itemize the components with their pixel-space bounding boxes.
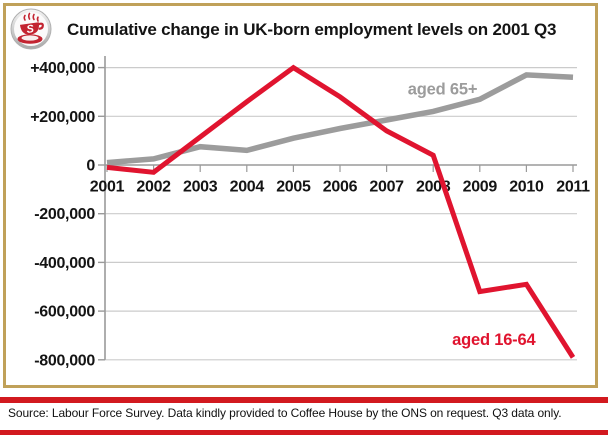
x-tick-label: 2004 [230, 179, 265, 196]
series-line-aged-16-64 [106, 64, 576, 359]
y-tick-label: -400,000 [34, 255, 95, 272]
series-line-aged-65 [106, 72, 574, 166]
x-tick-label: 2011 [556, 179, 590, 196]
y-tick-label: +400,000 [30, 60, 95, 77]
source-note: Source: Labour Force Survey. Data kindly… [8, 406, 562, 420]
footer-rule-bottom [0, 429, 608, 435]
series-label-aged-16-64: aged 16-64 [452, 331, 536, 349]
y-tick-label: 0 [86, 158, 95, 175]
x-tick-label: 2006 [323, 179, 358, 196]
series-label-aged-65: aged 65+ [408, 80, 477, 98]
y-tick-label: -600,000 [34, 304, 95, 321]
x-tick-label: 2003 [183, 179, 218, 196]
coffee-cup-logo: S [10, 8, 52, 50]
svg-text:S: S [26, 23, 36, 36]
x-tick-label: 2005 [276, 179, 311, 196]
x-tick-label: 2010 [509, 179, 544, 196]
y-tick-label: -800,000 [34, 352, 95, 369]
footer-rule-top [0, 397, 608, 403]
coffee-cup-logo-svg: S [10, 8, 52, 50]
x-tick-label: 2001 [90, 179, 125, 196]
x-tick-label: 2002 [136, 179, 171, 196]
y-tick-label: -200,000 [34, 206, 95, 223]
x-tick-label: 2009 [463, 179, 498, 196]
y-tick-label: +200,000 [30, 109, 95, 126]
chart-title: Cumulative change in UK-born employment … [67, 20, 557, 39]
x-tick-label: 2007 [369, 179, 404, 196]
